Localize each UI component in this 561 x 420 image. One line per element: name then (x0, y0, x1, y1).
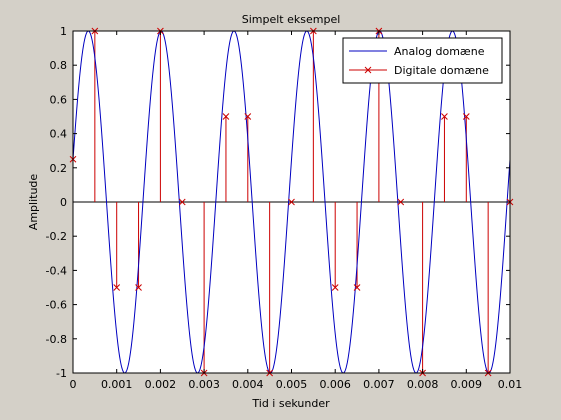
stem-marker (222, 113, 230, 120)
y-axis-label: Amplitude (27, 174, 40, 231)
x-tick-label: 0.007 (363, 378, 395, 391)
y-tick-label: -0.4 (46, 264, 67, 277)
legend-marker-x-icon (364, 66, 372, 74)
marker-stroke (178, 198, 186, 206)
y-tick-label: 0.6 (50, 93, 68, 106)
marker-stroke (222, 113, 230, 120)
y-tick-label: 0.8 (50, 59, 68, 72)
marker-stroke (397, 198, 405, 206)
legend-box (342, 37, 503, 84)
marker-stroke (462, 113, 470, 120)
y-tick-label: 0.2 (50, 162, 68, 175)
marker-stroke (441, 113, 448, 120)
x-tick-label: 0.005 (276, 378, 308, 391)
marker-stroke (244, 113, 252, 120)
x-tick-label: 0.001 (101, 378, 133, 391)
y-tick-label: -0.2 (46, 230, 67, 243)
marker-stroke (331, 284, 339, 291)
x-tick-label: 0 (70, 378, 77, 391)
x-tick-label: 0.003 (188, 378, 220, 391)
marker-stroke (353, 284, 361, 291)
legend-label-analog: Analog domæne (394, 45, 485, 58)
y-tick-label: -1 (56, 367, 67, 380)
x-tick-label: 0.01 (498, 378, 523, 391)
stem-marker (397, 198, 405, 206)
analog-line (72, 30, 511, 374)
legend-label-digital: Digitale domæne (394, 64, 489, 77)
stem-marker (353, 284, 361, 291)
y-tick-label: 1 (60, 25, 67, 38)
stem-marker (113, 284, 121, 291)
y-tick-label: -0.8 (46, 333, 67, 346)
y-tick-label: 0.4 (50, 128, 68, 141)
stem-marker (288, 198, 295, 206)
chart-title: Simpelt eksempel (242, 13, 341, 26)
stem-marker (135, 284, 142, 291)
x-tick-label: 0.004 (232, 378, 264, 391)
legend: Analog domæne Digitale domæne (342, 37, 503, 84)
y-tick-label: 0 (60, 196, 67, 209)
stem-marker (331, 284, 339, 291)
x-ticks: 0 0.001 0.002 0.003 0.004 0.005 0.006 0.007 0.00… (70, 31, 523, 391)
marker-group (69, 27, 514, 377)
stem-marker (244, 113, 252, 120)
x-axis-label: Tid i sekunder (251, 397, 330, 410)
y-tick-label: -0.6 (46, 299, 67, 312)
x-tick-label: 0.009 (451, 378, 483, 391)
x-tick-label: 0.008 (407, 378, 439, 391)
analog-series (72, 30, 511, 374)
stem-marker (178, 198, 186, 206)
y-ticks: -1 -0.8 -0.6 -0.4 -0.2 0 0.2 0.4 0.6 0.8 1 (46, 25, 510, 380)
stem-marker (462, 113, 470, 120)
stem-marker (441, 113, 448, 120)
marker-stroke (135, 284, 142, 291)
marker-stroke (288, 198, 295, 206)
marker-stroke (113, 284, 121, 291)
x-tick-label: 0.002 (145, 378, 177, 391)
x-tick-label: 0.006 (319, 378, 351, 391)
